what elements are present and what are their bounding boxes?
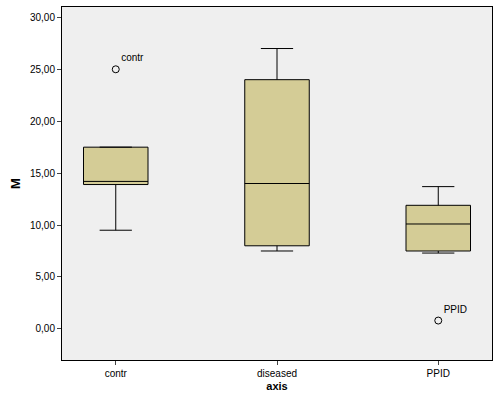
svg-text:contr: contr (105, 368, 128, 379)
svg-text:0,00: 0,00 (36, 323, 56, 334)
svg-text:25,00: 25,00 (30, 64, 55, 75)
svg-text:axis: axis (266, 380, 287, 392)
svg-text:M: M (8, 178, 23, 189)
svg-text:30,00: 30,00 (30, 12, 55, 23)
svg-text:contr: contr (121, 52, 144, 63)
svg-text:diseased: diseased (257, 368, 297, 379)
svg-text:PPID: PPID (427, 368, 450, 379)
svg-text:10,00: 10,00 (30, 220, 55, 231)
svg-text:5,00: 5,00 (36, 271, 56, 282)
svg-text:PPID: PPID (444, 304, 467, 315)
svg-text:20,00: 20,00 (30, 116, 55, 127)
svg-text:15,00: 15,00 (30, 168, 55, 179)
